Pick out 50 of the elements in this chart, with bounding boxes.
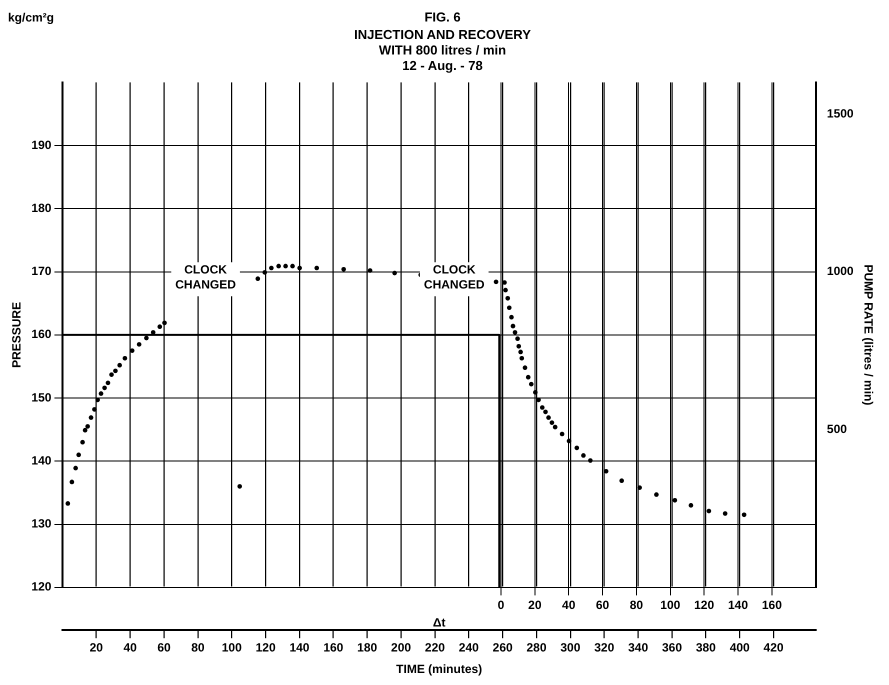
x-tick-label: 300 (560, 640, 581, 655)
x-tick-label: 140 (289, 640, 310, 655)
x-tick-label: 100 (222, 640, 242, 655)
x-tick-label: 200 (391, 640, 412, 655)
x-tick-label: 340 (628, 640, 648, 655)
x-tick-label: 360 (662, 640, 682, 655)
x2-tick-label: 120 (694, 598, 714, 612)
x-tick-label: 260 (492, 640, 513, 655)
x2-tick-label: 160 (762, 598, 782, 612)
x-tick-label: 120 (256, 640, 276, 655)
x-tick-label: 280 (526, 640, 547, 655)
x-tick-label: 240 (458, 640, 480, 655)
x2-tick-label: 0 (498, 598, 505, 612)
text: kg/cm²g (8, 10, 54, 24)
x-tick-label: 380 (696, 640, 716, 655)
x2-axis-title: Δt (432, 615, 446, 630)
y-tick-label: 160 (31, 327, 52, 342)
annotation: CLOCK CHANGED (424, 262, 485, 292)
y-axis-title: PRESSURE (10, 302, 24, 368)
y2-tick-label: 1500 (826, 106, 854, 120)
x-tick-label: 80 (191, 640, 205, 655)
x-tick-label: 420 (764, 640, 784, 655)
y-tick-label: 150 (31, 390, 52, 404)
x-tick-label: 40 (123, 640, 138, 655)
x2-tick-label: 20 (528, 598, 542, 612)
y2-tick-label: 1000 (826, 264, 854, 278)
y-tick-label: 120 (31, 580, 52, 594)
y-tick-label: 130 (31, 516, 52, 531)
x-tick-label: 400 (730, 640, 750, 655)
y2-axis-title: PUMP RATE (litres / min) (861, 264, 876, 406)
x2-tick-label: 80 (630, 598, 644, 612)
x-tick-label: 20 (90, 640, 104, 655)
chart-title: FIG. 6 (424, 9, 461, 24)
annotation: CLOCK CHANGED (175, 262, 236, 292)
x2-tick-label: 60 (596, 598, 610, 612)
y-tick-label: 140 (31, 453, 52, 468)
y-tick-label: 180 (31, 200, 52, 215)
x-tick-label: 220 (424, 640, 446, 655)
x-axis-title: TIME (minutes) (396, 662, 482, 676)
y2-tick-label: 500 (826, 422, 848, 436)
x2-tick-label: 100 (660, 598, 681, 612)
x-tick-label: 60 (157, 640, 172, 655)
x-tick-label: 180 (357, 640, 378, 655)
x2-tick-label: 40 (562, 598, 576, 612)
x-tick-label: 320 (594, 640, 615, 655)
y-tick-label: 170 (31, 264, 52, 278)
x-tick-label: 160 (323, 640, 344, 655)
chart-subtitle: INJECTION AND RECOVERY WITH 800 litres / min 12 - Aug. - 78 (354, 26, 532, 74)
y-tick-label: 190 (31, 138, 52, 152)
x2-tick-label: 140 (728, 598, 748, 612)
